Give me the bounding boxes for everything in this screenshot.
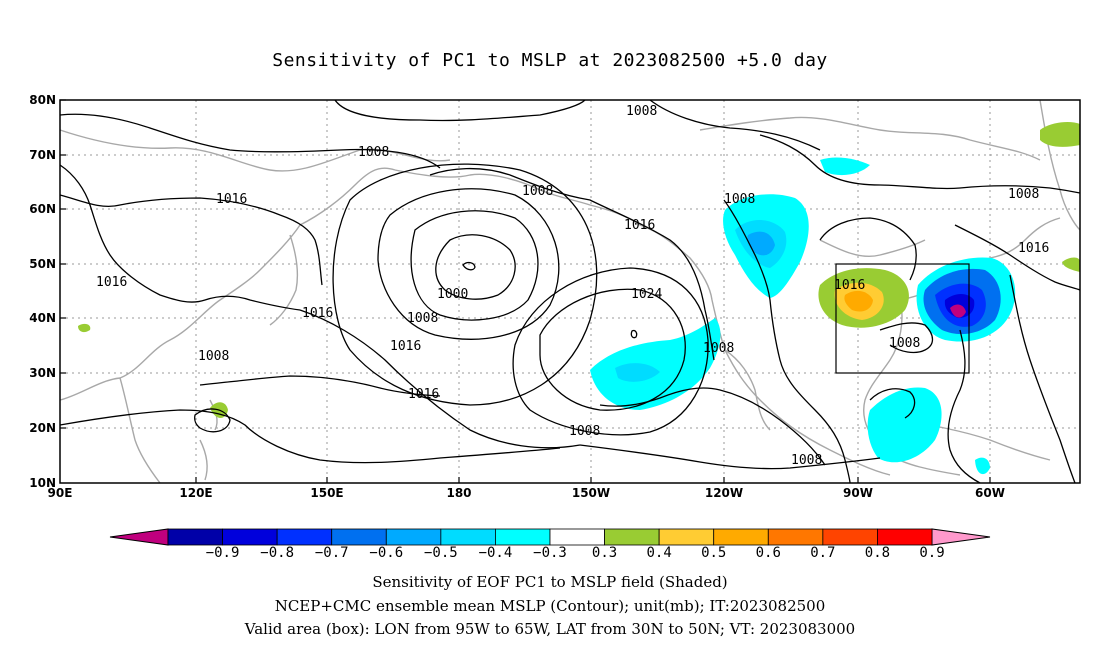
contour-label: 1016 [216, 192, 247, 207]
colorbar-cell [658, 528, 715, 546]
axis-ticks [60, 99, 991, 483]
colorbar-tick-label: −0.4 [479, 545, 513, 561]
lon-label: 60W [975, 486, 1005, 500]
lon-label: 150E [310, 486, 343, 500]
contour-label: 1000 [437, 287, 468, 302]
colorbar-cell [440, 528, 496, 546]
lon-label: 90W [843, 486, 873, 500]
lon-label: 120E [179, 486, 212, 500]
lat-label: 60N [29, 202, 56, 216]
footer-line-1: Sensitivity of EOF PC1 to MSLP field (Sh… [372, 573, 728, 591]
lat-label: 80N [29, 93, 56, 107]
colorbar-cell [549, 528, 605, 546]
colorbar-tick-label: 0.3 [592, 545, 617, 561]
colorbar-cell [767, 528, 824, 546]
lat-label: 30N [29, 366, 56, 380]
colorbar-tick-label: 0.8 [865, 545, 890, 561]
colorbar-cell [222, 528, 278, 546]
footer-line-2: NCEP+CMC ensemble mean MSLP (Contour); u… [274, 597, 826, 615]
contour-label: 1008 [791, 453, 822, 468]
high-center-mark [630, 329, 638, 339]
valid-area-box [835, 263, 970, 374]
contour-label: 1016 [834, 278, 865, 293]
low-center-mark [462, 261, 476, 271]
contour-label: 1016 [1018, 241, 1049, 256]
colorbar-labels: −0.9 −0.8 −0.7 −0.6 −0.5 −0.4 −0.3 0.3 0.4 0.5 0.6… [206, 545, 945, 561]
colorbar-tick-label: 0.6 [756, 545, 781, 561]
contour-label: 1024 [631, 287, 662, 302]
colorbar-tick-label: 0.4 [646, 545, 671, 561]
lat-label: 20N [29, 421, 56, 435]
contour-label: 1008 [522, 184, 553, 199]
colorbar-tick-label: −0.7 [315, 545, 349, 561]
colorbar-tick-label: −0.3 [533, 545, 567, 561]
contour-label: 1008 [703, 341, 734, 356]
colorbar-cell [167, 528, 223, 546]
lat-label: 70N [29, 148, 56, 162]
contour-label: 1016 [302, 306, 333, 321]
contour-label: 1016 [390, 339, 421, 354]
lon-label: 180 [446, 486, 471, 500]
colorbar-cell [331, 528, 387, 546]
contour-label: 1016 [408, 387, 439, 402]
contour-label: 1008 [358, 145, 389, 160]
contour-label: 1008 [1008, 187, 1039, 202]
colorbar-tick-label: −0.8 [260, 545, 294, 561]
colorbar-cell [495, 528, 551, 546]
contour-label: 1008 [407, 311, 438, 326]
colorbar-tick-label: −0.6 [369, 545, 403, 561]
colorbar-tick-label: 0.9 [919, 545, 944, 561]
contour-label: 1016 [96, 275, 127, 290]
colorbar-cell [604, 528, 660, 546]
footer-line-3: Valid area (box): LON from 95W to 65W, L… [244, 620, 856, 638]
contour-label: 1008 [626, 104, 657, 119]
contour-label: 1008 [724, 192, 755, 207]
colorbar-tick-label: −0.9 [206, 545, 240, 561]
contour-label: 1008 [889, 336, 920, 351]
mslp-contours [59, 99, 1081, 484]
colorbar-cell [713, 528, 769, 546]
contour-label: 1008 [198, 349, 229, 364]
contour-label: 1016 [624, 218, 655, 233]
colorbar-cells [167, 528, 933, 546]
lon-label: 120W [705, 486, 743, 500]
longitude-labels: 90E 120E 150E 180 150W 120W 90W 60W [48, 486, 1005, 500]
colorbar-high-triangle [931, 528, 991, 546]
lon-label: 150W [572, 486, 610, 500]
lat-label: 10N [29, 476, 56, 490]
map-frame [59, 99, 1081, 484]
colorbar-tick-label: 0.7 [810, 545, 835, 561]
lat-label: 50N [29, 257, 56, 271]
colorbar-cell [385, 528, 442, 546]
colorbar-cell [822, 528, 878, 546]
colorbar-low-triangle [109, 528, 169, 546]
colorbar: −0.9 −0.8 −0.7 −0.6 −0.5 −0.4 −0.3 0.3 0.4 0.5 0.6… [109, 528, 991, 561]
latitude-labels: 80N 70N 60N 50N 40N 30N 20N 10N [29, 93, 56, 490]
colorbar-cell [877, 528, 933, 546]
lat-label: 40N [29, 311, 56, 325]
colorbar-cell [276, 528, 333, 546]
colorbar-tick-label: −0.5 [424, 545, 458, 561]
lon-label: 90E [48, 486, 73, 500]
contour-label: 1008 [569, 424, 600, 439]
colorbar-tick-label: 0.5 [701, 545, 726, 561]
shaded-sensitivity [78, 122, 1080, 475]
chart-title: Sensitivity of PC1 to MSLP at 2023082500… [272, 50, 828, 71]
contour-labels: 1008 1008 1008 1008 1008 1016 1016 1016 … [96, 104, 1049, 468]
